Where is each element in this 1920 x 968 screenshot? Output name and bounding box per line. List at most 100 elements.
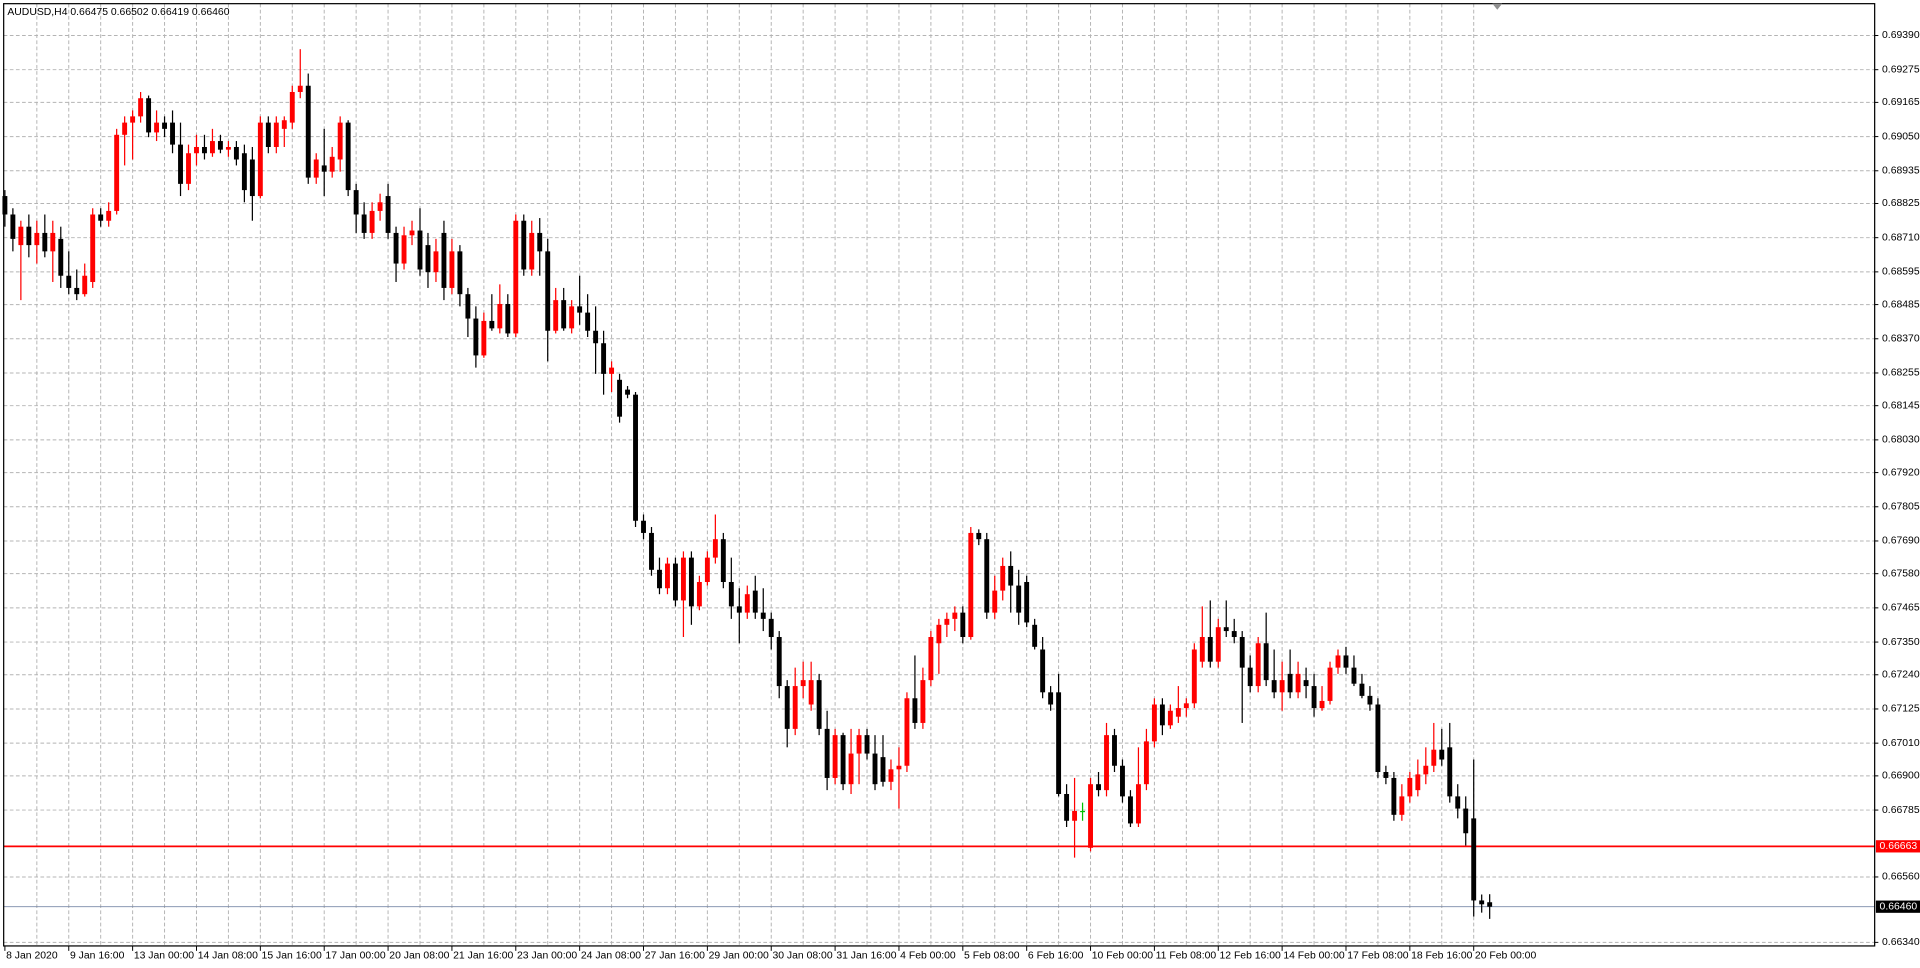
candle-body [1351,667,1357,684]
candle-body [672,563,678,601]
candle-body [1167,710,1173,726]
candle-body [1375,704,1381,773]
candle-body [42,232,48,252]
candle-body [66,275,72,288]
candle-body [1231,631,1237,638]
candle-body [792,686,798,729]
candle-body [202,146,207,154]
candle-body [593,330,599,344]
candle-body [1024,582,1030,623]
candle-body [1088,784,1093,848]
candle-body [257,122,263,197]
x-tick-label: 31 Jan 16:00 [836,950,896,961]
candle-body [305,85,311,178]
y-tick-label: 0.69050 [1882,131,1920,142]
candle-body [297,85,303,92]
candle-body [1064,794,1070,821]
candle-body [529,232,535,270]
y-tick-label: 0.69390 [1882,30,1920,41]
candle-body [1151,704,1157,742]
x-tick-label: 4 Feb 00:00 [900,950,956,961]
candle-body [1311,686,1317,709]
candle-body [784,686,790,729]
candle-body [1247,667,1253,687]
candle-body [465,294,471,319]
x-tick-label: 14 Jan 08:00 [198,950,258,961]
y-tick-label: 0.67805 [1882,502,1920,513]
y-tick-label: 0.68255 [1882,368,1920,379]
candle-body [162,122,168,129]
candle-body [1303,680,1309,687]
candle-body [521,220,527,270]
candle-body [385,196,391,233]
candle-body [1263,643,1269,681]
candles [2,49,1493,919]
y-tick-label: 0.67580 [1882,568,1920,579]
candle-body [1096,784,1101,791]
x-tick-label: 29 Jan 00:00 [709,950,769,961]
candle-body [82,275,88,295]
candle-body [74,287,80,295]
x-tick-label: 30 Jan 08:00 [772,950,832,961]
price-label: 0.66460 [1880,901,1918,912]
candle-body [976,532,982,540]
candle-body [832,735,838,778]
candle-body [1431,749,1437,766]
candle-body [154,122,160,133]
candle-body [401,235,407,264]
candle-body [1335,655,1341,668]
candle-body [649,532,654,570]
y-tick-label: 0.67350 [1882,637,1920,648]
candle-body [800,680,806,687]
candle-body [864,735,870,754]
y-tick-label: 0.67920 [1882,467,1920,478]
candle-body [122,122,128,135]
candle-body [888,769,894,782]
candle-body [433,251,439,273]
y-tick-label: 0.66560 [1882,872,1920,883]
candle-body [106,210,112,221]
grid [3,3,1875,946]
candle-body [545,251,551,331]
candle-body [1159,704,1165,726]
x-tick-label: 27 Jan 16:00 [645,950,705,961]
candle-body [98,214,104,221]
candle-body [10,214,16,239]
y-tick-label: 0.66785 [1882,805,1920,816]
candle-body [114,134,120,211]
candle-body [138,98,144,117]
candle-body [1479,900,1485,905]
horizontal-lines [3,845,1875,908]
candle-body [1439,749,1445,760]
candle-body [1135,784,1141,824]
candle-body [225,146,231,150]
candle-body [353,190,359,215]
candle-body [1080,810,1086,813]
candle-body [497,303,503,329]
candle-body [633,394,638,521]
candle-body [1383,772,1389,778]
candle-body [1215,627,1221,662]
y-tick-label: 0.66340 [1882,937,1920,948]
candle-body [1367,695,1373,705]
candle-body [449,251,455,288]
candle-body [744,594,750,613]
chart-title: AUDUSD,H4 0.66475 0.66502 0.66419 0.6646… [7,7,229,18]
candle-body [1191,649,1197,704]
candle-body [752,590,758,613]
candle-body [1056,692,1062,795]
candle-body [1207,637,1213,662]
x-tick-label: 24 Jan 08:00 [581,950,641,961]
y-tick-label: 0.68710 [1882,232,1920,243]
candle-body [1199,637,1205,662]
candle-body [369,210,375,233]
candle-body [728,582,734,607]
x-tick-label: 13 Jan 00:00 [134,950,194,961]
y-tick-label: 0.68935 [1882,166,1920,177]
candle-body [489,320,495,329]
candle-body [1423,765,1429,775]
candle-body [361,214,367,233]
candle-body [217,141,223,150]
y-tick-label: 0.67125 [1882,704,1920,715]
